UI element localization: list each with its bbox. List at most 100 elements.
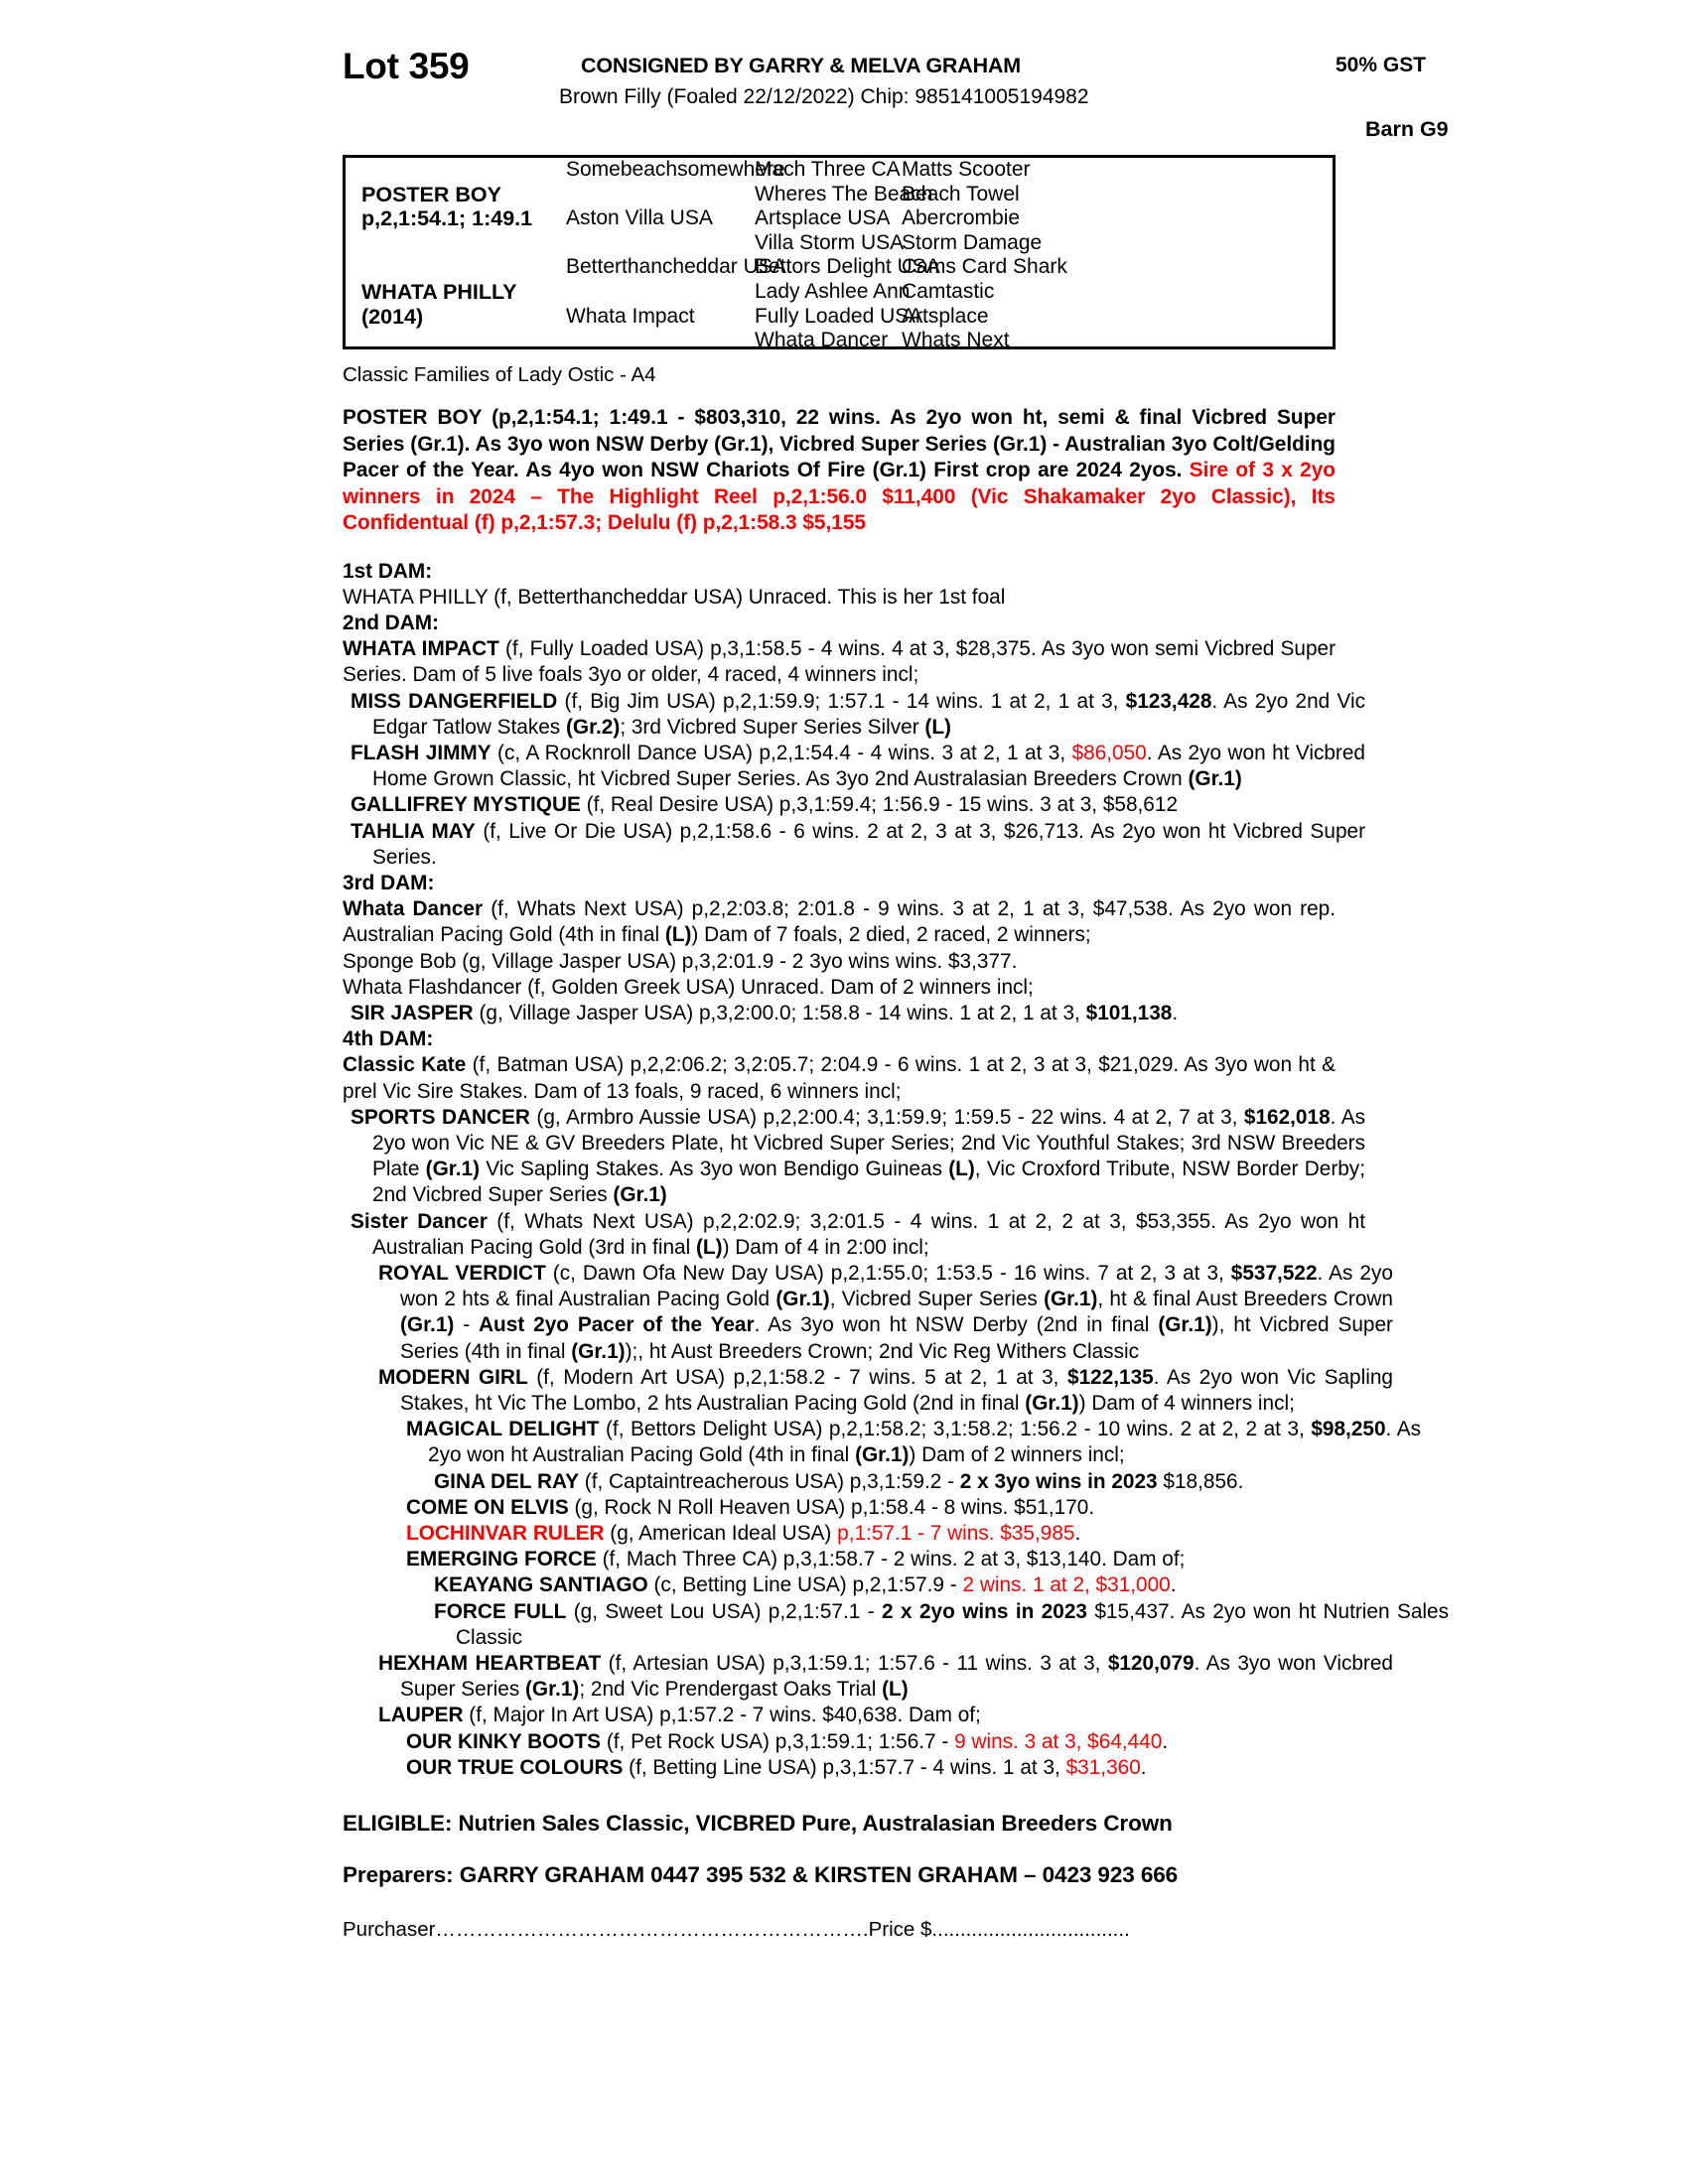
entry-bold-text: (Gr.1) bbox=[400, 1313, 455, 1337]
dam-heading: 4th DAM: bbox=[343, 1027, 434, 1051]
entry-bold-text: 2 x 3yo wins in 2023 bbox=[959, 1469, 1158, 1493]
entry-bold-text: HEXHAM HEARTBEAT bbox=[378, 1652, 602, 1676]
pedigree-cell: Lady Ashlee Ann bbox=[755, 279, 911, 303]
entry-text: ) Dam of 4 in 2:00 incl; bbox=[722, 1235, 929, 1259]
page-header: Lot 359 CONSIGNED BY GARRY & MELVA GRAHA… bbox=[343, 40, 1449, 149]
entry-text: (f, Artesian USA) p,3,1:59.1; 1:57.6 - 1… bbox=[601, 1652, 1108, 1676]
entry-text: (g, Sweet Lou USA) p,2,1:57.1 - bbox=[566, 1599, 883, 1623]
entry-text: (f, Batman USA) p,2,2:06.2; 3,2:05.7; 2:… bbox=[343, 1053, 1336, 1103]
sire-name: POSTER BOY bbox=[361, 182, 501, 206]
entry-bold-text: FLASH JIMMY bbox=[351, 741, 492, 764]
pedigree-cell: Betterthancheddar USA bbox=[566, 255, 786, 279]
pedigree-cell: Camtastic bbox=[902, 279, 995, 303]
entry-bold-text: (L) bbox=[664, 923, 692, 947]
barn-label: Barn G9 bbox=[1365, 117, 1449, 141]
eligible-line: ELIGIBLE: Nutrien Sales Classic, VICBRED… bbox=[343, 1811, 1173, 1837]
entry-text: . As 2yo won Vic NE & GV Breeders Plate,… bbox=[372, 1105, 1365, 1181]
pedigree-entry: OUR KINKY BOOTS (f, Pet Rock USA) p,3,1:… bbox=[406, 1729, 1421, 1755]
lot-number: Lot 359 bbox=[343, 46, 470, 86]
entry-text: Whata Flashdancer (f, Golden Greek USA) … bbox=[343, 975, 1034, 999]
entry-text: . bbox=[1140, 1755, 1147, 1779]
entry-text: ) Dam of 7 foals, 2 died, 2 raced, 2 win… bbox=[691, 923, 1091, 947]
entry-text: . bbox=[1162, 1729, 1169, 1753]
entry-bold-text: MISS DANGERFIELD bbox=[351, 689, 558, 713]
entry-text: , Vic Croxford Tribute, NSW Border Derby… bbox=[372, 1158, 1365, 1207]
entry-red-text: p,1:57.1 - 7 wins. $35,985 bbox=[837, 1522, 1075, 1546]
entry-text: - bbox=[454, 1313, 480, 1337]
entry-red-text: 2 wins. 1 at 2, $31,000 bbox=[962, 1573, 1171, 1597]
entry-text: (g, Armbro Aussie USA) p,2,2:00.4; 3,1:5… bbox=[529, 1105, 1244, 1129]
pedigree-entry: Sister Dancer (f, Whats Next USA) p,2,2:… bbox=[351, 1209, 1365, 1261]
entry-text: $18,856. bbox=[1157, 1469, 1244, 1493]
pedigree-cell: Storm Damage bbox=[902, 230, 1043, 254]
entry-text: (c, Dawn Ofa New Day USA) p,2,1:55.0; 1:… bbox=[545, 1261, 1231, 1285]
pedigree-entry: Whata Flashdancer (f, Golden Greek USA) … bbox=[343, 975, 1336, 1001]
entry-text: (f, Real Desire USA) p,3,1:59.4; 1:56.9 … bbox=[580, 793, 1179, 817]
pedigree-entry: WHATA PHILLY (f, Betterthancheddar USA) … bbox=[343, 585, 1336, 611]
entry-text: , ht & final Aust Breeders Crown bbox=[1097, 1288, 1393, 1311]
entry-text: . bbox=[1074, 1522, 1081, 1546]
pedigree-entry: ROYAL VERDICT (c, Dawn Ofa New Day USA) … bbox=[378, 1261, 1393, 1365]
dam-heading: 3rd DAM: bbox=[343, 871, 435, 894]
entry-bold-text: WHATA IMPACT bbox=[343, 637, 499, 661]
entry-red-bold-name: LOCHINVAR RULER bbox=[406, 1522, 605, 1546]
pedigree-cell: Fully Loaded USA bbox=[755, 304, 923, 328]
pedigree-entry: SPORTS DANCER (g, Armbro Aussie USA) p,2… bbox=[351, 1105, 1365, 1209]
pedigree-entry: COME ON ELVIS (g, Rock N Roll Heaven USA… bbox=[406, 1495, 1421, 1521]
entry-text: (g, American Ideal USA) bbox=[604, 1522, 838, 1546]
entry-text: Vic Sapling Stakes. As 3yo won Bendigo G… bbox=[480, 1158, 949, 1181]
entry-text: . As 2yo won ht Australian Pacing Gold (… bbox=[428, 1418, 1421, 1467]
pedigree-column-fourth-gen: Matts Scooter Beach Towel Abercrombie St… bbox=[902, 158, 1120, 346]
entry-text: );, ht Aust Breeders Crown; 2nd Vic Reg … bbox=[625, 1339, 1140, 1363]
entry-bold-text: $98,250 bbox=[1311, 1418, 1386, 1441]
pedigree-entry: HEXHAM HEARTBEAT (f, Artesian USA) p,3,1… bbox=[378, 1651, 1393, 1703]
entry-bold-text: $537,522 bbox=[1230, 1261, 1318, 1285]
entry-bold-text: (Gr.1) bbox=[613, 1183, 667, 1207]
dam-name: WHATA PHILLY bbox=[361, 279, 517, 304]
entry-bold-text: Aust 2yo Pacer of the Year bbox=[479, 1313, 755, 1337]
entry-text: (c, Betting Line USA) p,2,1:57.9 - bbox=[647, 1573, 963, 1597]
entry-bold-text: TAHLIA MAY bbox=[351, 819, 476, 843]
entry-red-text: $86,050 bbox=[1071, 741, 1147, 764]
entry-text: (f, Bettors Delight USA) p,2,1:58.2; 3,1… bbox=[599, 1418, 1312, 1441]
pedigree-entry: TAHLIA MAY (f, Live Or Die USA) p,2,1:58… bbox=[351, 819, 1365, 871]
entry-bold-text: (Gr.1) bbox=[1188, 767, 1242, 791]
pedigree-cell: Artsplace bbox=[902, 304, 989, 328]
entry-bold-text: $123,428 bbox=[1125, 689, 1212, 713]
entry-bold-text: (Gr.1) bbox=[525, 1678, 580, 1702]
entry-bold-text: MAGICAL DELIGHT bbox=[406, 1418, 600, 1441]
entry-bold-text: $162,018 bbox=[1243, 1105, 1331, 1129]
entry-text: (f, Modern Art USA) p,2,1:58.2 - 7 wins.… bbox=[527, 1365, 1067, 1389]
entry-bold-text: (L) bbox=[882, 1678, 909, 1702]
dam-heading: 1st DAM: bbox=[343, 559, 433, 583]
sire-paragraph-black: POSTER BOY (p,2,1:54.1; 1:49.1 - $803,31… bbox=[343, 406, 1336, 481]
entry-text: . As 2yo won Vic Sapling Stakes, ht Vic … bbox=[400, 1365, 1393, 1415]
entry-bold-text: MODERN GIRL bbox=[378, 1365, 528, 1389]
pedigree-entry: SIR JASPER (g, Village Jasper USA) p,3,2… bbox=[351, 1001, 1365, 1026]
pedigree-entry: MAGICAL DELIGHT (f, Bettors Delight USA)… bbox=[406, 1417, 1421, 1468]
entry-text: . As 2yo won 2 hts & final Australian Pa… bbox=[400, 1261, 1393, 1311]
entry-text: . As 2yo won ht Vicbred Home Grown Class… bbox=[372, 741, 1365, 791]
pedigree-entry: KEAYANG SANTIAGO (c, Betting Line USA) p… bbox=[434, 1572, 1449, 1598]
entry-bold-text: (L) bbox=[924, 715, 951, 739]
pedigree-entry: Sponge Bob (g, Village Jasper USA) p,3,2… bbox=[343, 949, 1336, 975]
pedigree-entry: FLASH JIMMY (c, A Rocknroll Dance USA) p… bbox=[351, 741, 1365, 792]
entry-bold-text: $120,079 bbox=[1107, 1652, 1195, 1676]
entry-bold-text: GALLIFREY MYSTIQUE bbox=[351, 793, 581, 817]
entry-text: ), ht Vicbred Super Series (4th in final bbox=[400, 1313, 1393, 1363]
entry-bold-text: SPORTS DANCER bbox=[351, 1105, 530, 1129]
entry-bold-text: LAUPER bbox=[378, 1704, 464, 1727]
entry-bold-text: OUR KINKY BOOTS bbox=[406, 1729, 602, 1753]
pedigree-cell: Cams Card Shark bbox=[902, 255, 1067, 279]
pedigree-entry: LAUPER (f, Major In Art USA) p,1:57.2 - … bbox=[378, 1703, 1393, 1728]
entry-red-text: 9 wins. 3 at 3, $64,440 bbox=[954, 1729, 1163, 1753]
entry-text: (f, Big Jim USA) p,2,1:59.9; 1:57.1 - 14… bbox=[557, 689, 1126, 713]
pedigree-cell: Aston Villa USA bbox=[566, 206, 713, 230]
pedigree-column-parents: POSTER BOY p,2,1:54.1; 1:49.1 WHATA PHIL… bbox=[361, 158, 649, 346]
pedigree-column-great-grandparents: Mach Three CA Wheres The Beach Artsplace… bbox=[755, 158, 953, 346]
pedigree-cell: Villa Storm USA bbox=[755, 230, 905, 254]
pedigree-entry: Classic Kate (f, Batman USA) p,2,2:06.2;… bbox=[343, 1052, 1336, 1104]
entry-bold-text: FORCE FULL bbox=[434, 1599, 567, 1623]
entry-bold-text: EMERGING FORCE bbox=[406, 1548, 597, 1571]
